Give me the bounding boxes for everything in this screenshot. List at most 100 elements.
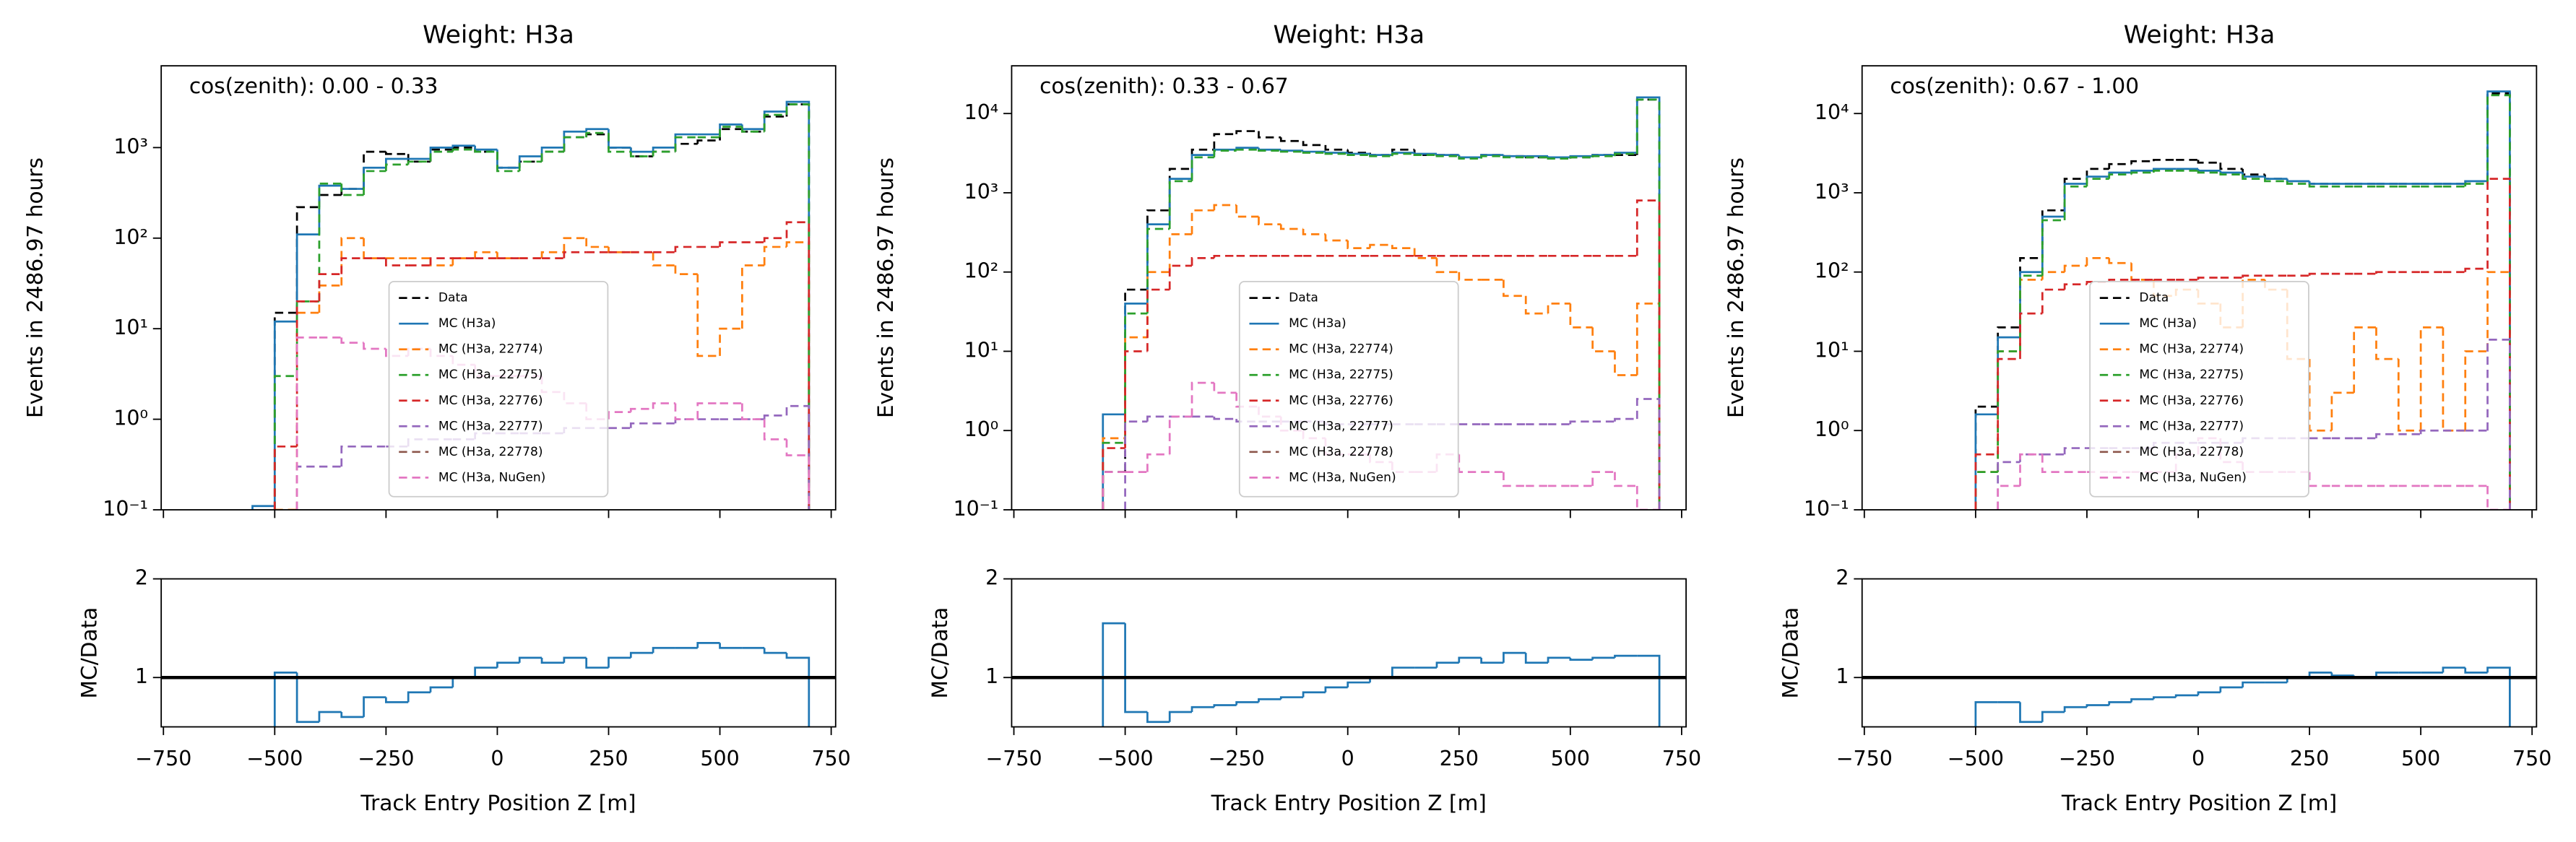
histogram-step <box>2041 454 2065 473</box>
x-tick-label: −250 <box>358 747 414 771</box>
legend-label: MC (H3a) <box>1289 316 1347 331</box>
y-axis-label: Events in 2486.97 hours <box>873 157 898 418</box>
histogram-step <box>1591 155 1615 157</box>
legend-label: MC (H3a, NuGen) <box>438 470 545 485</box>
histogram-step <box>785 103 811 510</box>
histogram-step <box>785 439 811 510</box>
histogram-step <box>1213 383 1237 394</box>
histogram-step <box>1614 472 1638 487</box>
histogram-step <box>763 237 787 243</box>
ratio-step <box>2063 706 2087 713</box>
legend-label: MC (H3a, 22774) <box>438 342 543 357</box>
histogram-step <box>1524 295 1549 315</box>
y-tick-label: 10⁰ <box>113 407 148 430</box>
histogram-step <box>674 265 698 276</box>
histogram-step <box>1190 156 1214 181</box>
histogram-step <box>2353 326 2377 393</box>
histogram-step <box>563 130 587 148</box>
histogram-step <box>385 348 409 357</box>
histogram-step <box>2464 183 2488 187</box>
histogram-step <box>1435 155 1459 157</box>
histogram-step <box>1168 264 1193 290</box>
histogram-step <box>763 110 787 129</box>
histogram-step <box>785 404 811 510</box>
legend-label: MC (H3a, 22777) <box>2139 419 2244 433</box>
histogram-step <box>1168 180 1193 230</box>
histogram-step <box>1124 350 1148 448</box>
histogram-step <box>2242 168 2265 176</box>
histogram-step <box>2019 257 2043 328</box>
ratio-step <box>629 651 654 658</box>
histogram-step <box>1413 152 1437 155</box>
histogram-step <box>741 264 765 329</box>
histogram-step <box>407 160 431 165</box>
ratio-step <box>363 696 386 717</box>
legend-label: MC (H3a, 22777) <box>1289 419 1393 433</box>
histogram-step <box>1102 441 1125 510</box>
histogram-step <box>2464 267 2488 272</box>
ratio-step <box>1524 653 1549 664</box>
legend-label: MC (H3a, 22778) <box>1289 445 1393 459</box>
histogram-step <box>540 150 564 162</box>
y-axis-label: Events in 2486.97 hours <box>23 157 48 418</box>
histogram-step <box>1347 152 1370 155</box>
histogram-step <box>2486 178 2511 510</box>
histogram-step <box>1614 152 1638 157</box>
histogram-step <box>1997 336 2020 415</box>
histogram-step <box>429 258 453 266</box>
x-tick-label: 0 <box>2192 747 2205 771</box>
histogram-step <box>340 445 364 467</box>
histogram-step <box>1213 254 1237 259</box>
x-tick-label: 750 <box>811 747 850 771</box>
histogram-step <box>2419 326 2443 431</box>
histogram-step <box>1369 154 1393 156</box>
histogram-step <box>1547 303 1570 314</box>
axes-frame <box>1011 65 1687 511</box>
histogram-step <box>763 116 787 132</box>
histogram-step <box>407 154 431 163</box>
y-axis-label: MC/Data <box>77 607 102 699</box>
histogram-step <box>652 147 675 152</box>
histogram-step <box>429 257 453 266</box>
histogram-step <box>1458 272 1482 281</box>
histogram-step <box>2219 172 2243 176</box>
histogram-step <box>2486 92 2511 510</box>
axes-frame <box>1861 65 2538 511</box>
histogram-step <box>318 194 342 207</box>
ratio-step <box>1637 654 1661 727</box>
histogram-step <box>1547 157 1570 160</box>
ratio-step <box>1168 711 1193 722</box>
ratio-step <box>608 656 631 668</box>
ratio-step <box>2442 667 2465 673</box>
legend-label: MC (H3a, 22774) <box>2139 342 2244 357</box>
histogram-step <box>1213 204 1237 211</box>
histogram-step <box>1302 229 1326 235</box>
histogram-step <box>563 136 587 152</box>
histogram-step <box>340 237 364 286</box>
histogram-step <box>1124 336 1148 438</box>
histogram-step <box>318 182 342 302</box>
ratio-step <box>585 657 609 669</box>
histogram-step <box>2019 453 2043 486</box>
ratio-step <box>696 642 720 648</box>
histogram-step <box>1324 144 1348 151</box>
x-tick-label: −500 <box>246 747 303 771</box>
ratio-step <box>1614 654 1638 658</box>
legend-box <box>2089 280 2309 498</box>
legend-label: MC (H3a) <box>438 316 496 331</box>
x-axis-label: Track Entry Position Z [m] <box>360 791 636 815</box>
histogram-step <box>1347 149 1370 154</box>
histogram-step <box>674 136 698 152</box>
ratio-step <box>1458 656 1482 663</box>
histogram-step <box>2464 350 2488 431</box>
histogram-step <box>451 148 475 152</box>
histogram-step <box>1324 234 1348 242</box>
histogram-step <box>1458 155 1482 159</box>
histogram-step <box>2086 168 2109 179</box>
histogram-step <box>696 402 720 420</box>
histogram-step <box>652 402 675 409</box>
histogram-step <box>1974 471 1998 510</box>
histogram-step <box>340 186 364 190</box>
histogram-step <box>2197 160 2221 164</box>
histogram-step <box>474 149 498 153</box>
